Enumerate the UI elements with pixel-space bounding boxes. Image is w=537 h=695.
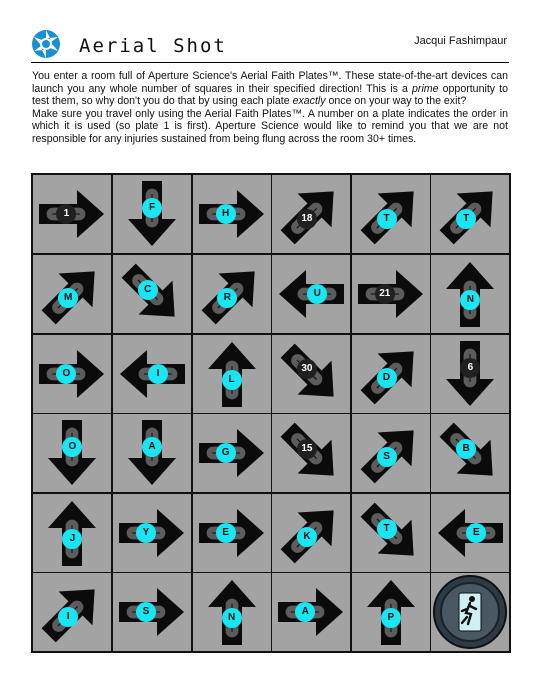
exit-icon <box>433 575 508 650</box>
plate-letter: S <box>376 447 397 468</box>
plate-letter: K <box>296 527 317 548</box>
plate-letter: G <box>215 443 236 464</box>
faith-plate-cell: K <box>272 493 351 572</box>
plate-order-number: 18 <box>296 208 317 229</box>
faith-plate-cell: S <box>351 414 430 493</box>
faith-plate-cell: I <box>33 573 112 652</box>
plate-letter: O <box>56 363 77 384</box>
faith-plate-cell: 30 <box>272 334 351 413</box>
exit-cell <box>431 573 510 652</box>
faith-plate-cell: G <box>192 414 271 493</box>
plate-letter: P <box>380 608 401 629</box>
plate-letter: I <box>148 363 168 384</box>
faith-plate-cell: L <box>192 334 271 413</box>
header: Aerial Shot Jacqui Fashimpaur <box>31 27 509 63</box>
plate-letter: Y <box>136 522 156 543</box>
author-name: Jacqui Fashimpaur <box>414 35 507 47</box>
intro-paragraph-1: You enter a room full of Aperture Scienc… <box>32 70 508 108</box>
faith-plate-cell: T <box>351 175 430 254</box>
faith-plate-cell: T <box>431 175 510 254</box>
plate-letter: B <box>456 438 477 459</box>
faith-plate-cell: D <box>351 334 430 413</box>
faith-plate-cell: J <box>33 493 112 572</box>
plate-letter: H <box>215 204 236 225</box>
faith-plate-cell: R <box>192 255 271 333</box>
header-divider <box>31 62 509 63</box>
page-title: Aerial Shot <box>79 35 227 57</box>
plate-letter: E <box>466 522 487 543</box>
faith-plate-cell: E <box>192 493 271 572</box>
faith-plate-cell: 6 <box>431 334 510 413</box>
faith-plate-cell: C <box>113 255 191 333</box>
faith-plate-cell: I <box>113 334 191 413</box>
plate-letter: U <box>307 284 328 304</box>
faith-plate-cell: M <box>33 255 112 333</box>
plate-letter: E <box>215 522 236 543</box>
faith-plate-cell: T <box>351 493 430 572</box>
plate-letter: T <box>376 208 397 229</box>
plate-letter: A <box>142 437 162 458</box>
plate-order-number: 30 <box>296 359 317 380</box>
faith-plate-cell: P <box>351 573 430 652</box>
plate-letter: S <box>136 602 156 623</box>
puzzle-grid: 1 F H 18 T T M C R <box>31 173 511 653</box>
faith-plate-cell: A <box>272 573 351 652</box>
faith-plate-cell: N <box>192 573 271 652</box>
plate-order-number: 15 <box>296 438 317 459</box>
plate-letter: D <box>376 367 397 388</box>
plate-letter: N <box>460 290 481 310</box>
plate-letter: L <box>221 369 242 390</box>
plate-order-number: 21 <box>374 284 395 304</box>
faith-plate-cell: U <box>272 255 351 333</box>
faith-plate-cell: 21 <box>351 255 430 333</box>
faith-plate-cell: N <box>431 255 510 333</box>
plate-letter: N <box>221 608 242 629</box>
faith-plate-cell: A <box>113 414 191 493</box>
faith-plate-cell: 1 <box>33 175 112 254</box>
faith-plate-cell: Y <box>113 493 191 572</box>
plate-letter: J <box>62 528 83 549</box>
faith-plate-cell: O <box>33 414 112 493</box>
plate-letter: M <box>58 288 79 309</box>
plate-letter: T <box>456 208 477 229</box>
faith-plate-cell: E <box>431 493 510 572</box>
faith-plate-cell: 18 <box>272 175 351 254</box>
aperture-logo-icon <box>32 30 60 58</box>
faith-plate-cell: S <box>113 573 191 652</box>
faith-plate-cell: F <box>113 175 191 254</box>
faith-plate-cell: 15 <box>272 414 351 493</box>
faith-plate-cell: O <box>33 334 112 413</box>
plate-letter: I <box>58 606 79 627</box>
plate-letter: R <box>217 288 238 309</box>
plate-letter: C <box>137 279 158 300</box>
faith-plate-cell: H <box>192 175 271 254</box>
plate-letter: O <box>62 437 83 458</box>
plate-letter: A <box>295 602 316 623</box>
plate-order-number: 1 <box>56 204 77 225</box>
plate-letter: T <box>376 518 397 539</box>
faith-plate-cell: B <box>431 414 510 493</box>
plate-letter: F <box>142 198 162 219</box>
intro-paragraph-2: Make sure you travel only using the Aeri… <box>32 107 508 145</box>
plate-order-number: 6 <box>460 357 481 378</box>
intro-text: You enter a room full of Aperture Scienc… <box>32 70 508 146</box>
